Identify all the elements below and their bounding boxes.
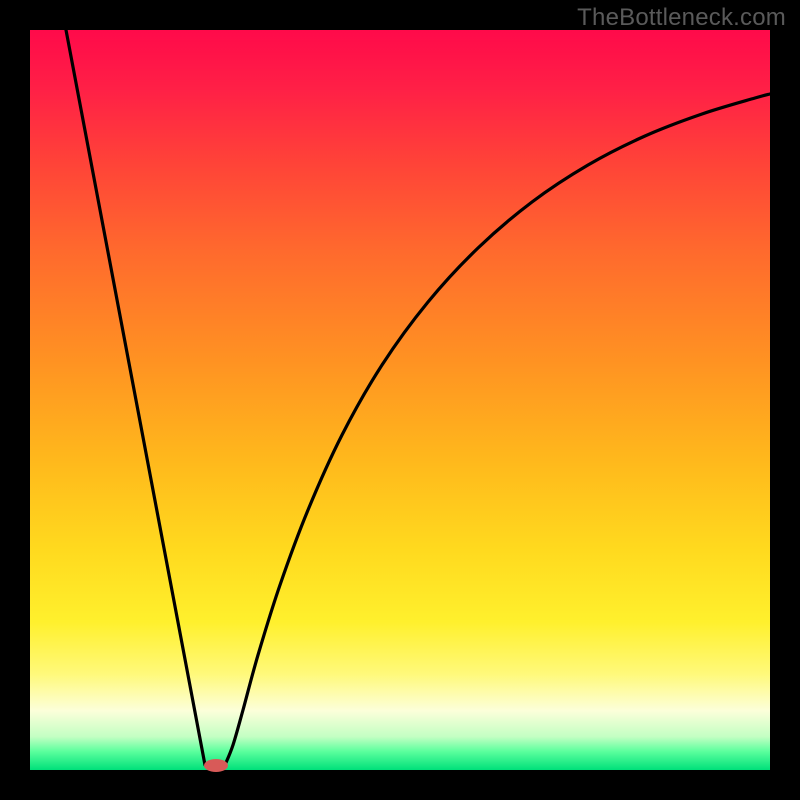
watermark-text: TheBottleneck.com — [577, 4, 786, 32]
minimum-marker — [204, 759, 228, 772]
chart-container: TheBottleneck.com — [0, 0, 800, 800]
plot-background-gradient — [30, 30, 770, 770]
